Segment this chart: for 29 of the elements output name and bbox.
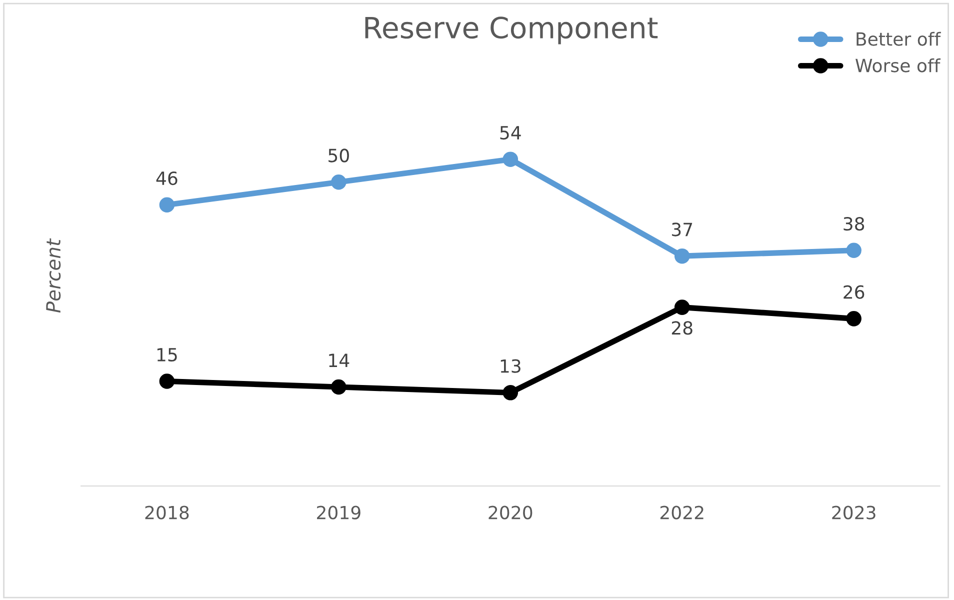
data-label: 15 <box>157 348 177 362</box>
point <box>331 379 346 395</box>
point <box>159 197 175 212</box>
x-tick-label: 2022 <box>660 506 704 520</box>
legend-label: Worse off <box>856 58 941 72</box>
point <box>674 300 690 315</box>
data-label: 50 <box>328 148 349 162</box>
x-tick-label: 2020 <box>488 506 532 520</box>
point <box>331 174 346 190</box>
point <box>674 248 690 264</box>
data-label: 37 <box>672 222 692 236</box>
chart-title: Reserve Component <box>365 16 658 44</box>
point <box>502 152 518 167</box>
x-tick-label: 2018 <box>145 506 189 520</box>
point <box>846 242 862 258</box>
legend-label: Better off <box>856 32 941 46</box>
data-label: 28 <box>672 321 692 335</box>
point <box>159 374 175 389</box>
data-label: 26 <box>844 285 864 299</box>
point <box>502 385 518 400</box>
data-label: 54 <box>500 126 521 140</box>
data-label: 14 <box>329 354 350 367</box>
data-label: 13 <box>500 359 520 373</box>
data-label: 46 <box>156 171 178 186</box>
y-axis-title: Percent <box>46 238 61 313</box>
point <box>846 311 862 326</box>
x-tick-label: 2019 <box>317 506 360 520</box>
data-label: 38 <box>844 216 864 231</box>
x-tick-label: 2023 <box>832 506 876 520</box>
